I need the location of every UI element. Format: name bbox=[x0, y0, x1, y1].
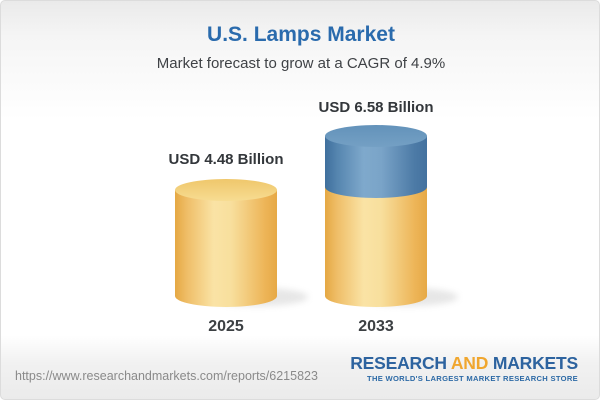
logo-wordmark: RESEARCH AND MARKETS bbox=[350, 353, 578, 373]
cylinder-2033-growth-segment bbox=[325, 136, 427, 198]
page-title: U.S. Lamps Market bbox=[207, 23, 395, 46]
report-url: https://www.researchandmarkets.com/repor… bbox=[15, 369, 318, 383]
logo-word-markets: MARKETS bbox=[492, 353, 578, 373]
cylinder-2025-body bbox=[175, 190, 277, 307]
value-label-2033: USD 6.58 Billion bbox=[318, 99, 434, 116]
cylinder-2033-top bbox=[325, 125, 427, 147]
cylinder-2025-top bbox=[175, 179, 277, 201]
category-label-2033: 2033 bbox=[358, 318, 394, 335]
cylinder-2025 bbox=[175, 179, 308, 307]
value-label-2025: USD 4.48 Billion bbox=[168, 151, 284, 168]
cylinder-2033 bbox=[325, 125, 458, 307]
cylinder-2033-base-segment bbox=[325, 187, 427, 307]
logo-word-research: RESEARCH bbox=[350, 353, 447, 373]
logo-tagline: THE WORLD'S LARGEST MARKET RESEARCH STOR… bbox=[367, 374, 578, 384]
logo-word-and: AND bbox=[450, 353, 489, 373]
page-subtitle: Market forecast to grow at a CAGR of 4.9… bbox=[156, 55, 446, 72]
research-and-markets-logo: RESEARCH AND MARKETS THE WORLD'S LARGEST… bbox=[350, 353, 578, 383]
category-label-2025: 2025 bbox=[208, 318, 244, 335]
